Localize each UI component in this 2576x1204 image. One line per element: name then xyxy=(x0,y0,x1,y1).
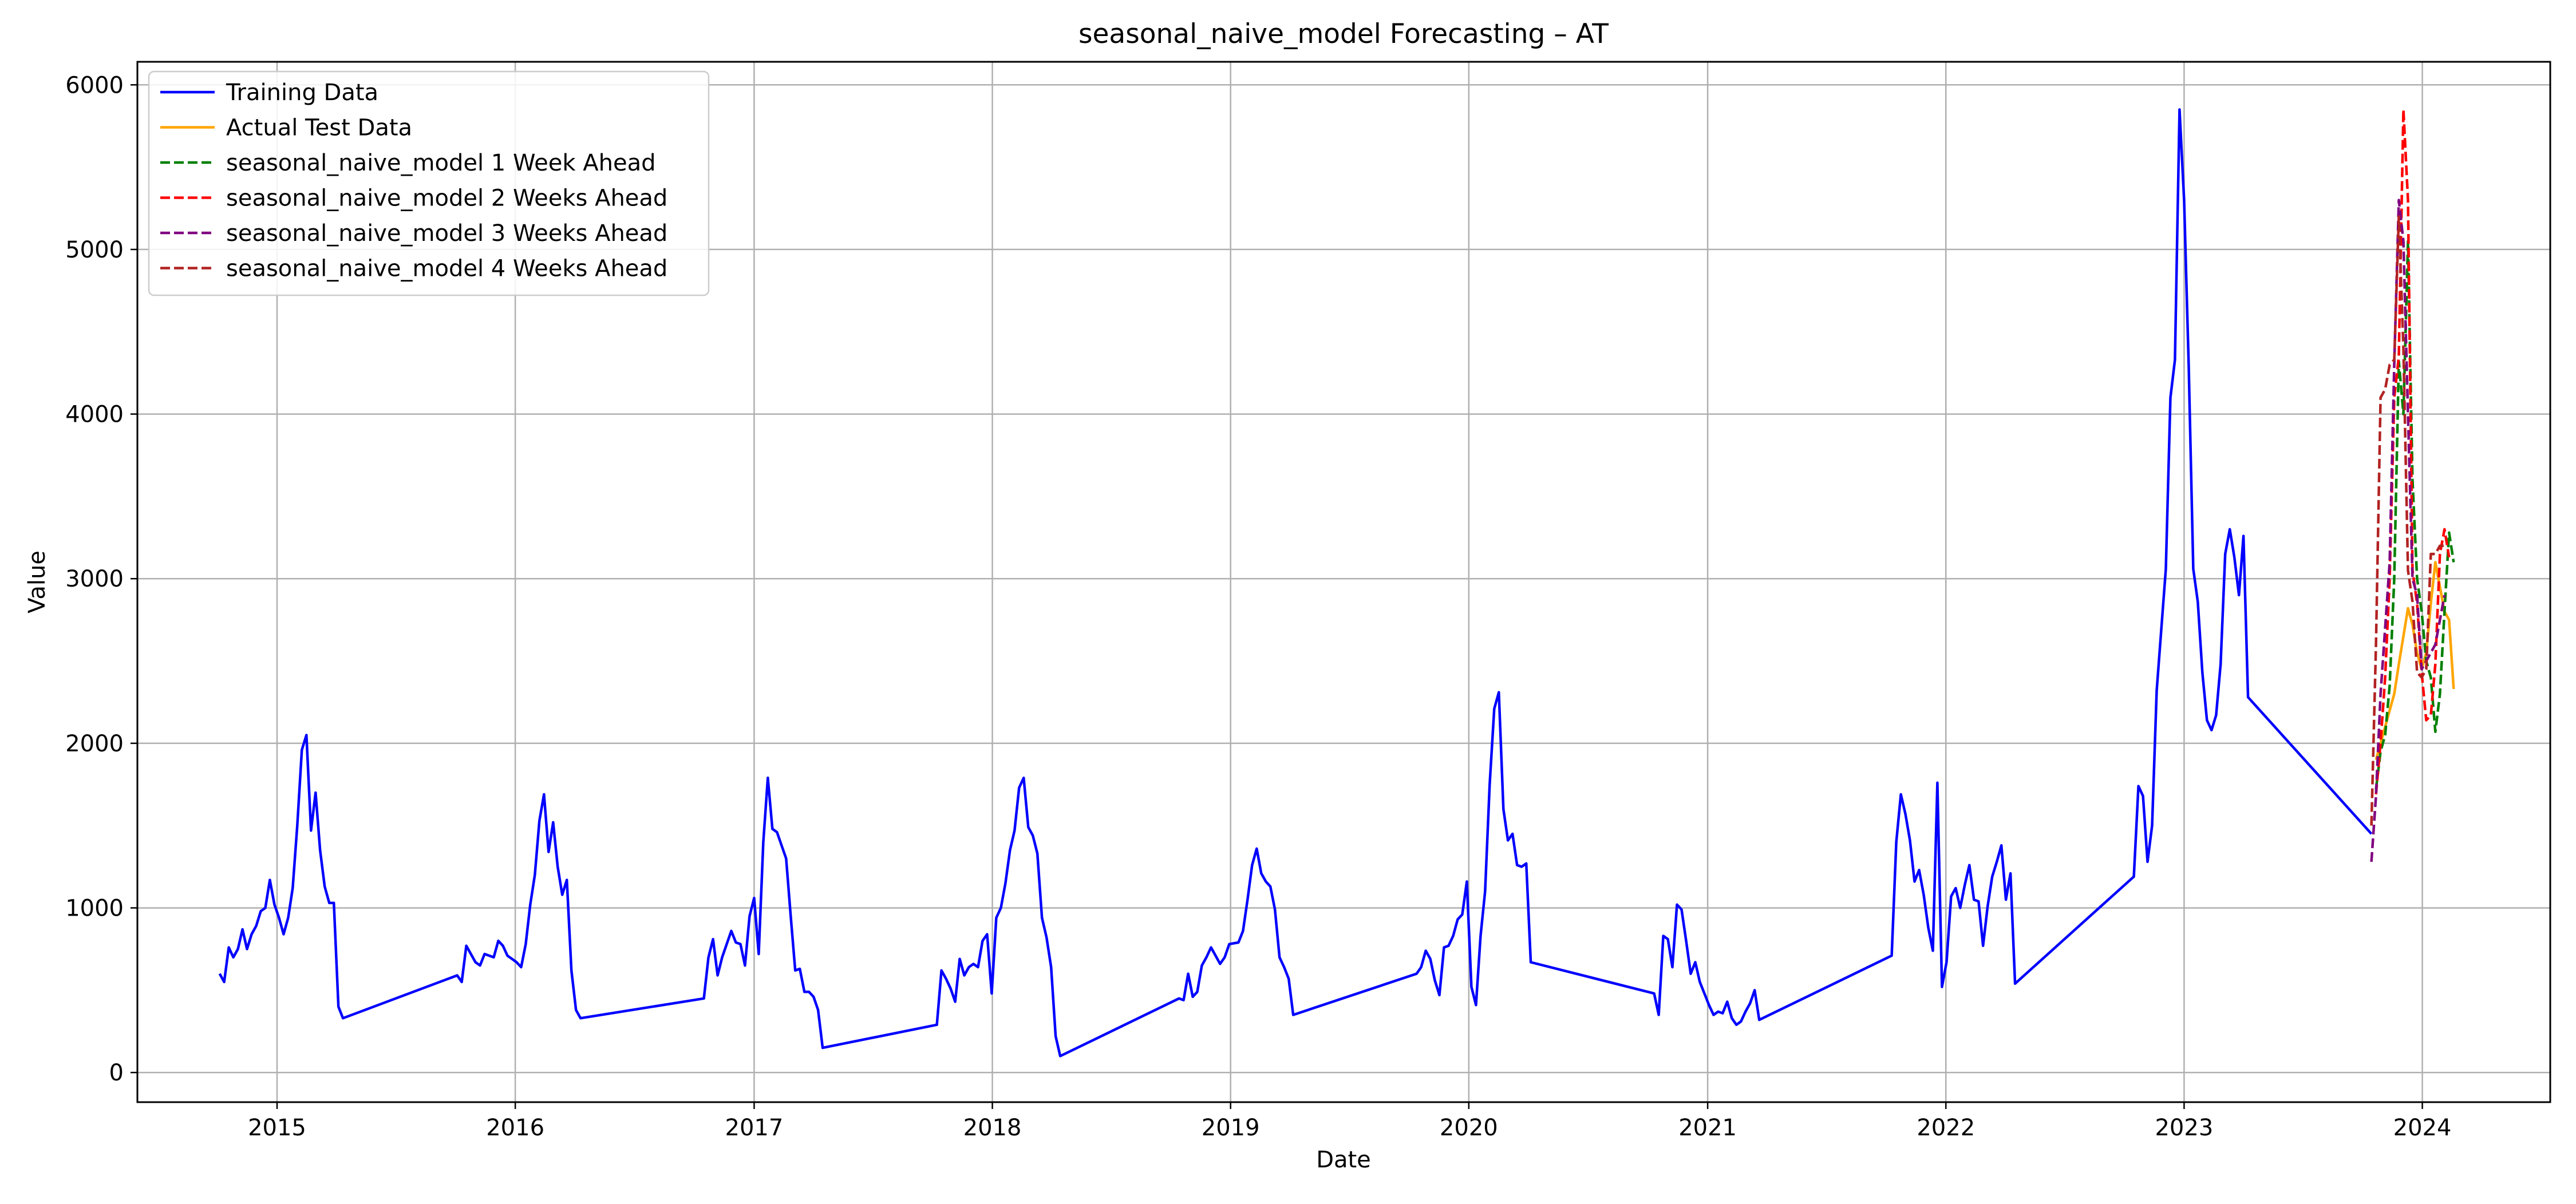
legend-label: seasonal_naive_model 2 Weeks Ahead xyxy=(226,185,667,212)
y-axis-label: Value xyxy=(24,550,50,613)
legend-box xyxy=(148,70,710,296)
y-tick-label: 1000 xyxy=(65,896,124,922)
y-tick-label: 5000 xyxy=(65,237,124,263)
legend-label: Training Data xyxy=(226,80,378,106)
x-tick-label: 2015 xyxy=(248,1115,306,1141)
x-tick-label: 2020 xyxy=(1440,1115,1498,1141)
x-tick-label: 2021 xyxy=(1678,1115,1737,1141)
grid xyxy=(137,62,2550,1102)
y-tick-label: 4000 xyxy=(65,402,124,428)
x-tick-label: 2024 xyxy=(2393,1115,2452,1141)
x-tick-label: 2017 xyxy=(725,1115,784,1141)
legend-label: Actual Test Data xyxy=(226,115,412,141)
x-tick-label: 2022 xyxy=(1917,1115,1975,1141)
series-line-3 xyxy=(2374,240,2455,790)
legend-label: seasonal_naive_model 3 Weeks Ahead xyxy=(226,220,667,247)
series-line-5 xyxy=(2370,199,2446,862)
x-tick-label: 2023 xyxy=(2155,1115,2213,1141)
y-tick-label: 3000 xyxy=(65,566,124,592)
y-tick-label: 2000 xyxy=(65,731,124,757)
series-line-6 xyxy=(2370,215,2445,826)
legend: Training Data Actual Test Data seasonal_na… xyxy=(148,70,710,296)
series-line-1 xyxy=(218,108,2373,1058)
axis-ticks: 2015 2016 2017 2018 2019 2020 2021 2022 2023 2024… xyxy=(65,72,2451,1141)
plot-area-frame xyxy=(136,61,2551,1103)
chart-title: seasonal_naive_model Forecasting – AT xyxy=(1078,18,1609,50)
legend-label: seasonal_naive_model 4 Weeks Ahead xyxy=(226,256,667,282)
series-layer xyxy=(218,108,2455,1058)
legend-label: seasonal_naive_model 1 Week Ahead xyxy=(226,150,655,176)
y-tick-label: 0 xyxy=(109,1060,124,1086)
x-axis-label: Date xyxy=(1316,1147,1371,1173)
x-tick-label: 2019 xyxy=(1202,1115,1260,1141)
x-tick-label: 2016 xyxy=(486,1115,544,1141)
y-tick-label: 6000 xyxy=(65,72,124,98)
x-tick-label: 2018 xyxy=(963,1115,1022,1141)
